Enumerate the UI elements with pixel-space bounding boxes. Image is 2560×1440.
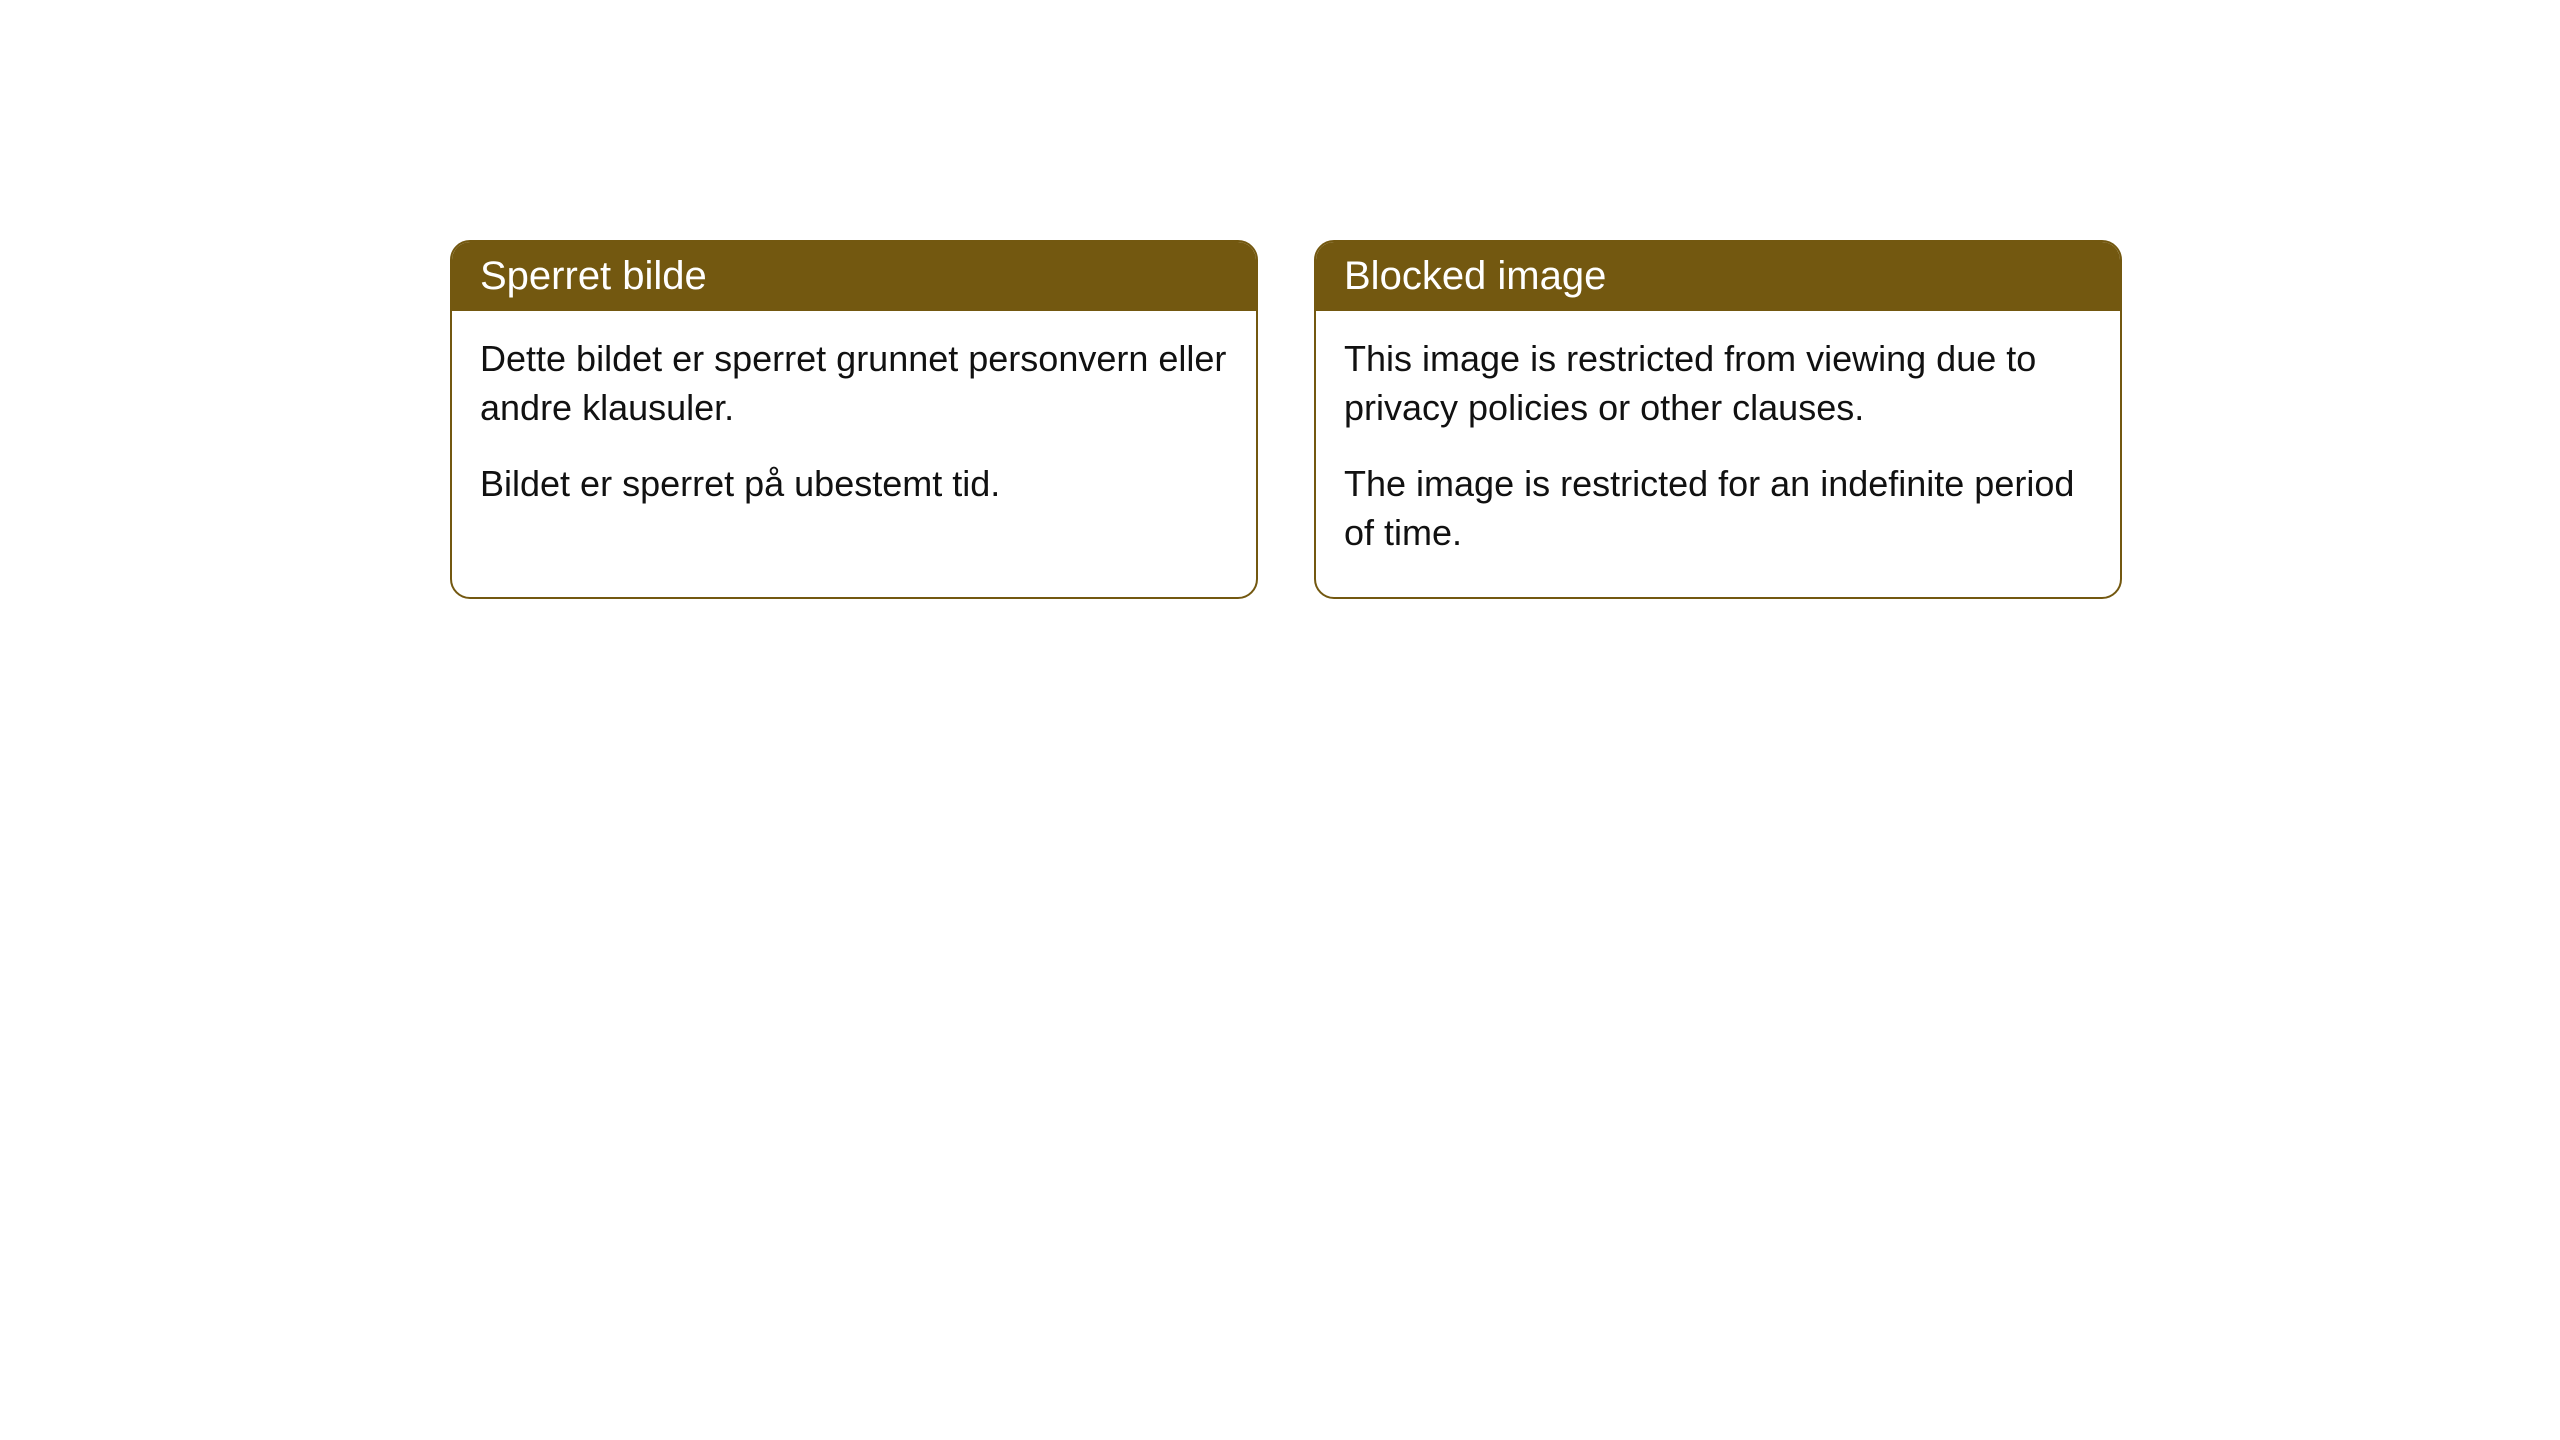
notice-cards-container: Sperret bilde Dette bildet er sperret gr… (450, 240, 2122, 599)
card-body: Dette bildet er sperret grunnet personve… (452, 311, 1256, 549)
card-paragraph: The image is restricted for an indefinit… (1344, 460, 2092, 557)
card-title: Blocked image (1344, 254, 1606, 298)
card-title: Sperret bilde (480, 254, 707, 298)
card-body: This image is restricted from viewing du… (1316, 311, 2120, 597)
notice-card-english: Blocked image This image is restricted f… (1314, 240, 2122, 599)
card-paragraph: Dette bildet er sperret grunnet personve… (480, 335, 1228, 432)
notice-card-norwegian: Sperret bilde Dette bildet er sperret gr… (450, 240, 1258, 599)
card-header: Sperret bilde (452, 242, 1256, 311)
card-paragraph: Bildet er sperret på ubestemt tid. (480, 460, 1228, 509)
card-paragraph: This image is restricted from viewing du… (1344, 335, 2092, 432)
card-header: Blocked image (1316, 242, 2120, 311)
